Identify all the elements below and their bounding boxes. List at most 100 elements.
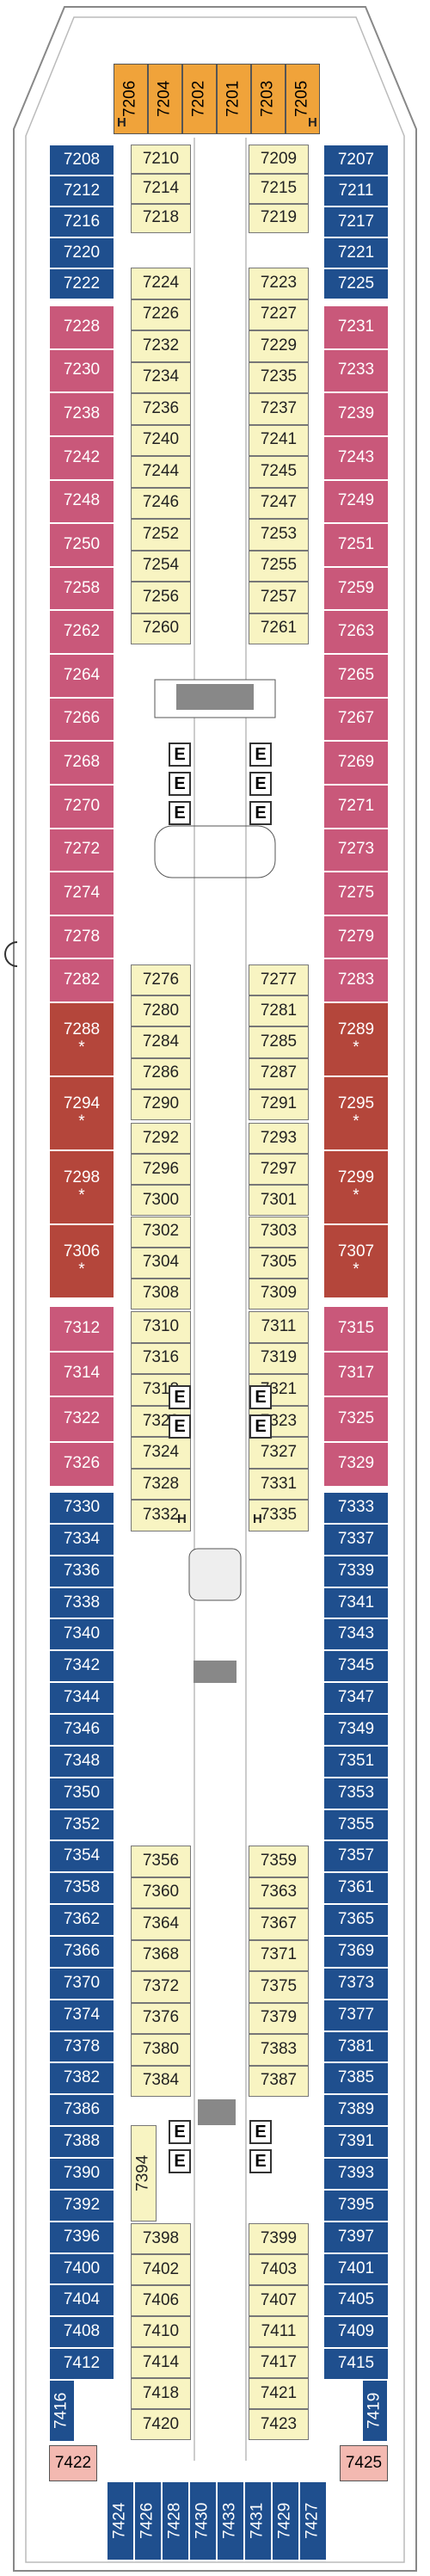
cabin: 7412 <box>49 2348 114 2380</box>
cabin: 7302 <box>131 1216 191 1248</box>
cabin: 7366 <box>49 1936 114 1968</box>
cabin: 7390 <box>49 2158 114 2190</box>
cabin: 7332 <box>131 1500 191 1531</box>
cabin: 7270 <box>49 784 114 829</box>
cabin: 7370 <box>49 1967 114 2000</box>
cabin: 7287 <box>249 1057 309 1089</box>
cabin: 7340 <box>49 1618 114 1651</box>
cabin: 7254 <box>131 550 191 582</box>
elevator: E <box>249 772 272 796</box>
cabin: 7233 <box>323 348 389 393</box>
cabin: 7418 <box>131 2378 191 2409</box>
cabin: 7221 <box>323 237 389 268</box>
cabin: 7212 <box>49 176 114 206</box>
cabin: 7414 <box>131 2347 191 2378</box>
cabin: 7408 <box>49 2316 114 2349</box>
cabin: 7389 <box>323 2094 389 2127</box>
cabin: 7285 <box>249 1026 309 1058</box>
elevator: E <box>249 743 272 767</box>
elevator: E <box>169 2120 191 2144</box>
cabin: 7328 <box>131 1468 191 1501</box>
cabin: 7293 <box>249 1123 309 1155</box>
cabin: 7281 <box>249 995 309 1027</box>
cabin: 7343 <box>323 1618 389 1651</box>
cabin: 7261 <box>249 613 309 644</box>
cabin: 7429 <box>272 2481 299 2561</box>
cabin: 7236 <box>131 393 191 425</box>
cabin: 7301 <box>249 1185 309 1217</box>
elevator: E <box>169 743 191 767</box>
cabin: 7286 <box>131 1057 191 1089</box>
cabin: 7240 <box>131 424 191 456</box>
cabin: 7397 <box>323 2221 389 2253</box>
cabin: 7324 <box>131 1437 191 1469</box>
cabin: 7243 <box>323 435 389 480</box>
cabin: 7351 <box>323 1745 389 1778</box>
cabin: 7305 <box>249 1247 309 1279</box>
cabin: 7277 <box>249 964 309 996</box>
cabin: 7228 <box>49 305 114 349</box>
cabin: 7379 <box>249 2002 309 2034</box>
cabin: 7402 <box>131 2254 191 2285</box>
cabin: 7268 <box>49 741 114 785</box>
cabin: 7382 <box>49 2062 114 2095</box>
cabin: 7378 <box>49 2031 114 2063</box>
cabin: 7338 <box>49 1587 114 1619</box>
elevator: E <box>249 2149 272 2173</box>
cabin: 7383 <box>249 2034 309 2066</box>
cabin: 7211 <box>323 176 389 206</box>
cabin: 7216 <box>49 206 114 237</box>
cabin: 7215 <box>249 174 309 204</box>
cabin: 7329 <box>323 1441 389 1487</box>
cabin: 7220 <box>49 237 114 268</box>
cabin: 7319 <box>249 1342 309 1375</box>
cabin: 7417 <box>249 2347 309 2378</box>
cabin: 7273 <box>323 828 389 872</box>
cabin: 7269 <box>323 741 389 785</box>
cabin: 7336 <box>49 1555 114 1587</box>
cabin: 7409 <box>323 2316 389 2349</box>
cabin: 7251 <box>323 523 389 567</box>
cabin: 7234 <box>131 361 191 393</box>
cabin: 7372 <box>131 1971 191 2003</box>
cabin: 7247 <box>249 487 309 519</box>
cabin: 7431 <box>244 2481 272 2561</box>
cabin: 7333 <box>323 1492 389 1524</box>
cabin: 7325 <box>323 1396 389 1442</box>
cabin: 7341 <box>323 1587 389 1619</box>
cabin: 7425 <box>340 2445 388 2481</box>
cabin: 7327 <box>249 1437 309 1469</box>
elevator: E <box>169 801 191 825</box>
cabin: 7218 <box>131 203 191 233</box>
cabin: 7222 <box>49 268 114 299</box>
elevator: E <box>249 1414 272 1439</box>
cabin: 7224 <box>131 268 191 299</box>
cabin: 7239 <box>323 392 389 436</box>
cabin: 7411 <box>249 2316 309 2347</box>
cabin: 7404 <box>49 2284 114 2317</box>
cabin: 7419 <box>362 2380 388 2442</box>
cabin: 7347 <box>323 1682 389 1714</box>
cabin: 7359 <box>249 1846 309 1877</box>
cabin: 7210 <box>131 145 191 175</box>
cabin: 7231 <box>323 305 389 349</box>
cabin: 7219 <box>249 203 309 233</box>
cabin: 7406 <box>131 2285 191 2316</box>
cabin: 7227 <box>249 299 309 330</box>
cabin: 7364 <box>131 1908 191 1940</box>
cabin: 7255 <box>249 550 309 582</box>
cabin: 7232 <box>131 330 191 362</box>
cabin: 7276 <box>131 964 191 996</box>
cabin: 7396 <box>49 2221 114 2253</box>
cabin: 7394 <box>131 2125 157 2222</box>
cabin: 7308 <box>131 1278 191 1310</box>
cabin: 7344 <box>49 1682 114 1714</box>
cabin: 7284 <box>131 1026 191 1058</box>
accessible-icon: H <box>117 115 126 130</box>
cabin: 7342 <box>49 1650 114 1683</box>
cabin: 7380 <box>131 2034 191 2066</box>
cabin: 7257 <box>249 582 309 613</box>
cabin: 7272 <box>49 828 114 872</box>
